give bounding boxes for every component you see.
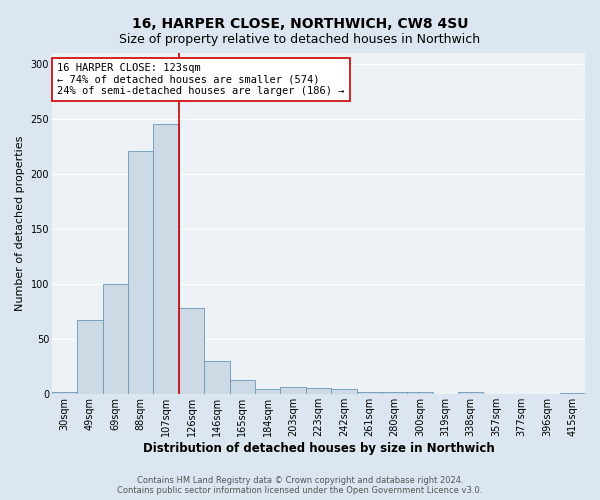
- Bar: [230, 380, 255, 394]
- Bar: [458, 392, 484, 394]
- Bar: [382, 392, 407, 394]
- Text: Size of property relative to detached houses in Northwich: Size of property relative to detached ho…: [119, 32, 481, 46]
- Bar: [179, 308, 204, 394]
- Bar: [128, 150, 154, 394]
- Bar: [103, 284, 128, 395]
- Text: 16, HARPER CLOSE, NORTHWICH, CW8 4SU: 16, HARPER CLOSE, NORTHWICH, CW8 4SU: [132, 18, 468, 32]
- Bar: [77, 320, 103, 394]
- Bar: [280, 386, 306, 394]
- Bar: [560, 393, 585, 394]
- Bar: [407, 392, 433, 394]
- Bar: [52, 392, 77, 394]
- Bar: [204, 361, 230, 394]
- Bar: [356, 392, 382, 394]
- Text: Contains HM Land Registry data © Crown copyright and database right 2024.
Contai: Contains HM Land Registry data © Crown c…: [118, 476, 482, 495]
- Y-axis label: Number of detached properties: Number of detached properties: [15, 136, 25, 311]
- X-axis label: Distribution of detached houses by size in Northwich: Distribution of detached houses by size …: [143, 442, 494, 455]
- Bar: [154, 124, 179, 394]
- Text: 16 HARPER CLOSE: 123sqm
← 74% of detached houses are smaller (574)
24% of semi-d: 16 HARPER CLOSE: 123sqm ← 74% of detache…: [57, 63, 345, 96]
- Bar: [255, 389, 280, 394]
- Bar: [306, 388, 331, 394]
- Bar: [331, 389, 356, 394]
